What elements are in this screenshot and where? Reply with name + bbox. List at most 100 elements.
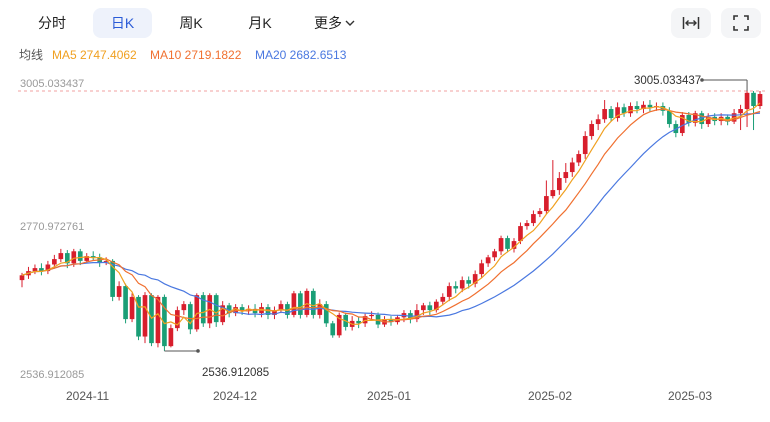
candle-body (71, 251, 77, 264)
legend-ma10: MA10 2719.1822 (150, 48, 242, 62)
candle-body (200, 295, 206, 324)
candle-body (433, 301, 439, 311)
candle-body (524, 223, 530, 227)
candle-body (511, 241, 517, 249)
y-tick-label: 2770.972761 (20, 221, 84, 233)
candle-body (39, 268, 44, 272)
tab-monthly-k[interactable]: 月K (248, 15, 272, 31)
candle-body (628, 106, 633, 114)
horizontal-expand-button[interactable] (671, 8, 711, 38)
candle-body (479, 263, 484, 275)
candle-body (272, 310, 277, 315)
candle-body (291, 293, 297, 315)
legend-title: 均线 (19, 48, 44, 62)
candle-body (492, 251, 497, 258)
candle-body (608, 109, 614, 119)
candle-body (544, 196, 549, 212)
ma10-line (21, 108, 761, 323)
candle-body (744, 92, 750, 110)
candle-body (446, 286, 452, 297)
candle-body (647, 104, 653, 108)
x-tick-label: 2024-11 (66, 389, 109, 403)
horizontal-expand-icon (682, 17, 700, 29)
candle-body (699, 113, 705, 125)
candle-body (110, 260, 115, 297)
candle-body (472, 274, 478, 284)
candle-body (485, 257, 491, 264)
x-tick-label: 2025-02 (528, 389, 572, 403)
candle-body (136, 296, 141, 337)
candle-body (556, 178, 562, 191)
candle-body (621, 107, 627, 114)
x-tick-label: 2025-01 (367, 389, 411, 403)
ma5-line (21, 102, 761, 326)
candle-body (589, 124, 595, 137)
candle-body (679, 115, 685, 134)
x-tick-label: 2025-03 (668, 389, 712, 403)
candle-body (634, 106, 640, 110)
candle-body (336, 314, 342, 336)
candle-body (686, 115, 692, 123)
candle-body (330, 323, 336, 336)
ma-legend: 均线 MA5 2747.4062 MA10 2719.1822 MA20 268… (19, 47, 346, 63)
candle-body (149, 295, 154, 344)
candle-body (453, 286, 459, 289)
legend-ma5: MA5 2747.4062 (52, 48, 137, 62)
candle-body (52, 259, 57, 265)
candle-body (738, 109, 743, 114)
candle-body (155, 296, 161, 344)
period-tab-bar: 分时 日K 周K 月K 更多 (0, 0, 770, 46)
candle-body (466, 280, 472, 284)
candle-body (142, 295, 148, 337)
tab-minute[interactable]: 分时 (38, 15, 66, 31)
candle-body (181, 304, 187, 311)
candle-body (194, 295, 200, 330)
candle-body (602, 109, 607, 120)
min-price-annotation: 2536.912085 (202, 367, 269, 379)
candle-body (84, 256, 90, 261)
candle-body (641, 104, 646, 110)
candle-body (421, 305, 426, 311)
x-tick-label: 2024-12 (213, 389, 257, 403)
candle-body (220, 305, 226, 323)
min-price-dot (196, 349, 200, 353)
candle-body (213, 295, 219, 323)
y-tick-label: 2536.912085 (20, 369, 84, 381)
candle-body (32, 268, 38, 272)
candle-body (414, 310, 420, 320)
candle-body (45, 264, 51, 272)
candle-body (187, 304, 193, 330)
candle-body (356, 320, 361, 324)
candle-body (660, 106, 666, 111)
tab-more[interactable]: 更多 (305, 8, 365, 38)
max-price-dot (700, 78, 704, 82)
candle-body (310, 290, 316, 315)
candle-body (667, 110, 672, 125)
tab-more-label: 更多 (314, 15, 342, 31)
candle-body (285, 304, 290, 315)
candle-body (569, 162, 575, 173)
max-price-annotation: 3005.033437 (634, 75, 701, 87)
fullscreen-button[interactable] (721, 8, 761, 38)
candle-body (550, 190, 556, 197)
candle-body (518, 226, 523, 242)
candle-body (123, 286, 128, 320)
candle-body (317, 304, 323, 315)
chevron-down-icon (345, 20, 355, 26)
candle-body (595, 119, 601, 125)
candle-body (582, 136, 588, 155)
candle-body (757, 94, 763, 107)
tab-weekly-k[interactable]: 周K (179, 15, 203, 31)
candle-body (278, 304, 284, 311)
candle-body (369, 314, 374, 317)
fullscreen-icon (733, 15, 749, 31)
candle-body (19, 275, 25, 281)
candle-body (323, 304, 329, 324)
candle-body (226, 305, 232, 314)
y-tick-label: 3005.033437 (20, 78, 84, 90)
candle-body (388, 319, 394, 323)
candle-body (77, 251, 83, 261)
tab-daily-k[interactable]: 日K (93, 8, 152, 38)
candle-body (362, 316, 368, 324)
